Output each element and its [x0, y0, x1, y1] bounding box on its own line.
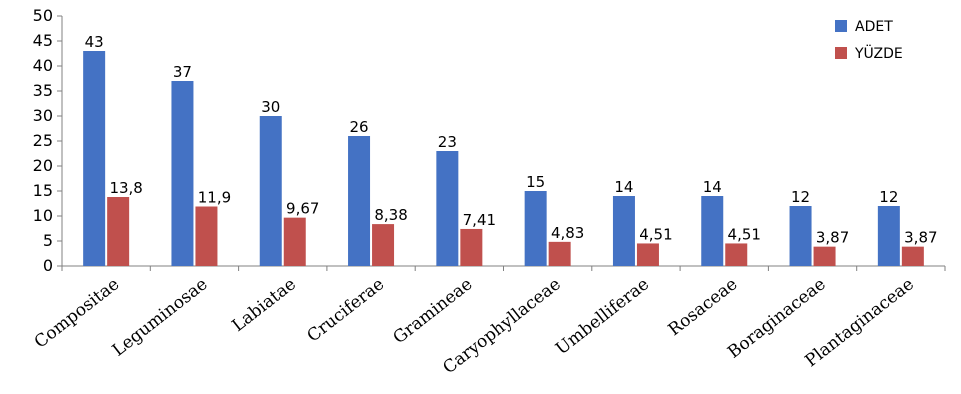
x-category-label: Leguminosae: [109, 274, 212, 360]
bar-adet: [877, 206, 900, 266]
y-tick-label: 35: [33, 81, 53, 100]
data-label: 9,67: [286, 200, 319, 218]
data-label: 12: [791, 188, 810, 206]
data-label: 37: [173, 63, 192, 81]
legend: ADET YÜZDE: [835, 19, 903, 62]
x-category-label: Rosaceae: [665, 274, 742, 340]
y-tick-label: 25: [33, 131, 53, 150]
bar-adet: [524, 191, 547, 266]
data-label: 12: [879, 188, 898, 206]
data-label: 14: [614, 178, 633, 196]
data-label: 4,83: [551, 224, 584, 242]
bar-yüzde: [283, 217, 306, 266]
bar-adet: [171, 81, 194, 266]
y-tick-label: 30: [33, 106, 53, 125]
bar-yüzde: [460, 228, 483, 266]
y-tick-label: 20: [33, 156, 53, 175]
bars: [83, 51, 924, 266]
data-label: 26: [350, 118, 369, 136]
y-tick-label: 0: [43, 256, 53, 275]
bar-adet: [259, 116, 282, 266]
y-tick-label: 5: [43, 231, 53, 250]
data-label: 4,51: [728, 225, 761, 243]
legend-swatch-yüzde: [835, 47, 847, 59]
bar-yüzde: [195, 206, 218, 266]
bar-adet: [348, 136, 371, 266]
data-label: 3,87: [816, 229, 849, 247]
y-axis: 0 5 10 15 20 25 30 35 40 45 50: [33, 6, 63, 275]
bar-yüzde: [107, 197, 130, 266]
x-category-label: Umbelliferae: [552, 274, 653, 359]
data-label: 23: [438, 133, 457, 151]
data-label: 30: [261, 98, 280, 116]
data-label: 4,51: [639, 225, 672, 243]
legend-label-adet: ADET: [855, 19, 893, 35]
y-tick-label: 45: [33, 31, 53, 50]
data-label: 14: [703, 178, 722, 196]
bar-adet: [612, 196, 635, 266]
bar-adet: [83, 51, 106, 266]
bar-yüzde: [725, 243, 748, 266]
data-label: 15: [526, 173, 545, 191]
x-category-label: Labiatae: [228, 274, 299, 336]
bar-adet: [701, 196, 724, 266]
data-labels: 43 37 30 26 23 15 14 14 12 12 13,8 11,9 9,67 8,38 7,41…: [85, 33, 938, 247]
data-label: 43: [85, 33, 104, 51]
x-category-label: Gramineae: [390, 274, 477, 348]
y-tick-label: 40: [33, 56, 53, 75]
data-label: 13,8: [109, 179, 142, 197]
data-label: 11,9: [198, 189, 231, 207]
y-tick-label: 10: [33, 206, 53, 225]
data-label: 7,41: [463, 211, 496, 229]
y-tick-label: 15: [33, 181, 53, 200]
legend-swatch-adet: [835, 20, 847, 32]
data-label: 8,38: [374, 206, 407, 224]
bar-yüzde: [813, 246, 836, 266]
x-category-label: Compositae: [31, 274, 123, 352]
bar-yüzde: [901, 246, 924, 266]
legend-label-yüzde: YÜZDE: [854, 44, 903, 62]
x-category-label: Cruciferae: [304, 274, 389, 346]
bar-yüzde: [372, 224, 395, 266]
data-label: 3,87: [904, 229, 937, 247]
bar-yüzde: [548, 241, 571, 266]
bar-adet: [789, 206, 812, 266]
bar-yüzde: [636, 243, 659, 266]
y-tick-label: 50: [33, 6, 53, 25]
bar-adet: [436, 151, 459, 266]
